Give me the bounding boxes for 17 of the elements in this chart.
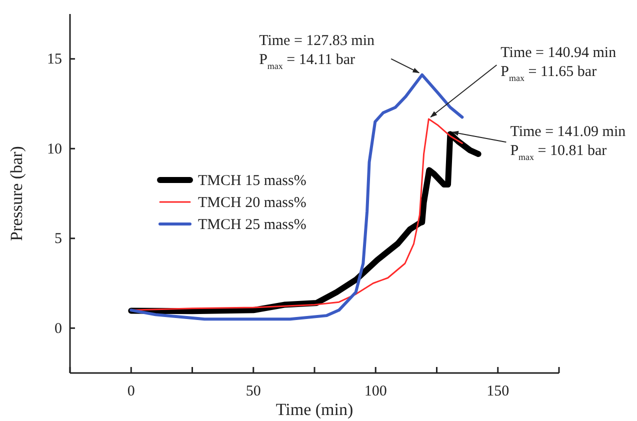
legend-label: TMCH 25 mass%: [198, 217, 306, 233]
legend-label: TMCH 20 mass%: [198, 195, 306, 211]
x-tick-label: 0: [127, 384, 135, 400]
annotation: Time = 127.83 min P$_{max}$ = 14.11 bar: [259, 32, 375, 71]
y-tick-label: 10: [47, 141, 62, 158]
annotation: Time = 141.09 min P$_{max}$ = 10.81 bar: [510, 124, 626, 162]
y-axis-title: Pressure (bar): [7, 146, 26, 241]
x-tick-label: 150: [486, 384, 510, 400]
legend-label: TMCH 15 mass%: [198, 173, 306, 189]
y-tick-label: 5: [54, 231, 62, 248]
x-tick-label: 100: [364, 384, 387, 400]
x-axis-title: Time (min): [276, 400, 354, 419]
annotation: Time = 140.94 min P$_{max}$ = 11.65 bar: [500, 45, 617, 84]
x-tick-label: 50: [246, 384, 261, 400]
y-tick-label: 15: [47, 52, 62, 68]
y-tick-label: 0: [54, 320, 62, 337]
line-series: [130, 73, 464, 321]
